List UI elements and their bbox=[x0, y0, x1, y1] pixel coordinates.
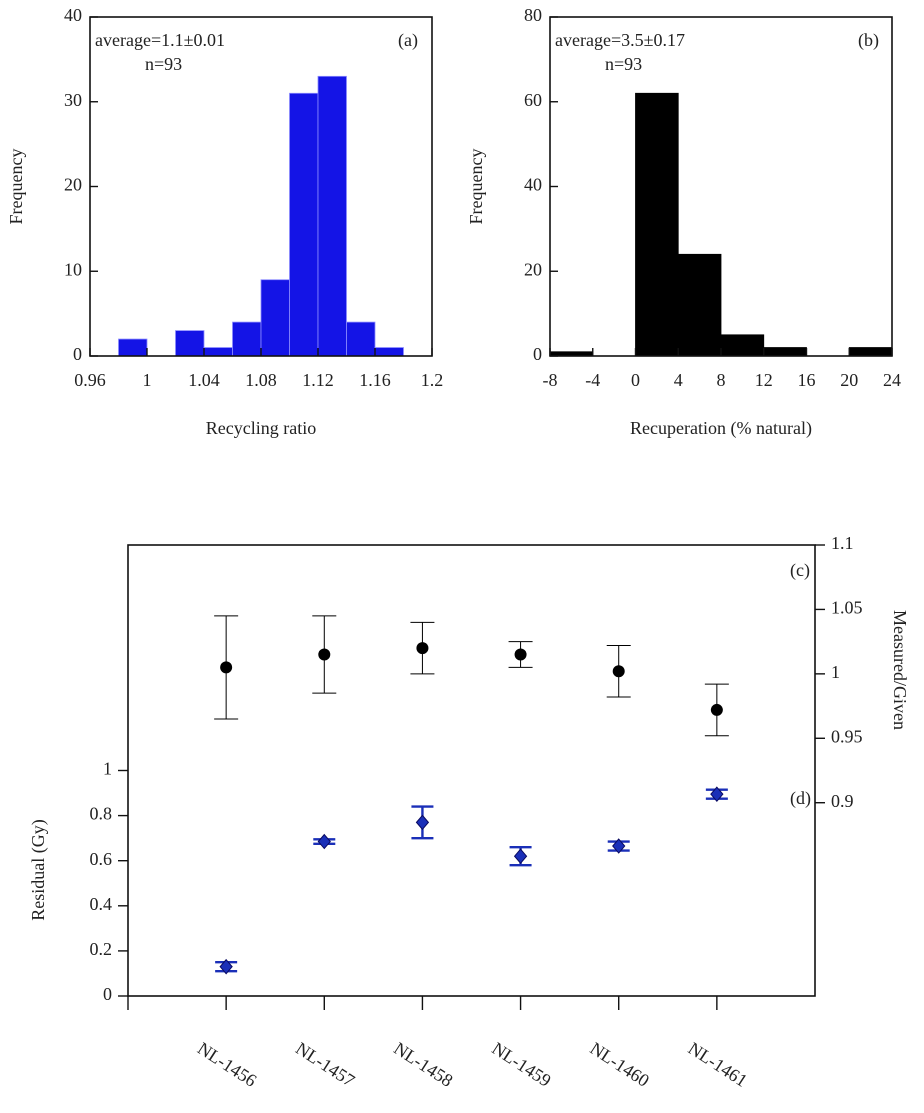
bar bbox=[374, 347, 404, 357]
x-tick-label: NL-1461 bbox=[685, 1038, 751, 1091]
bar bbox=[346, 321, 376, 357]
x-tick-label: -4 bbox=[585, 370, 600, 390]
x-tick-label: NL-1460 bbox=[587, 1038, 653, 1091]
x-tick-label: NL-1459 bbox=[488, 1038, 554, 1091]
plot-frame bbox=[127, 544, 816, 997]
y-tick-label: 0 bbox=[103, 984, 112, 1004]
x-tick-label: 16 bbox=[798, 370, 816, 390]
x-tick-label: 12 bbox=[755, 370, 773, 390]
x-tick-label: 0 bbox=[631, 370, 640, 390]
bar bbox=[763, 347, 807, 357]
x-axis-label: Recuperation (% natural) bbox=[630, 418, 812, 439]
y-tick-label: 60 bbox=[524, 90, 542, 110]
x-tick-label: 1.08 bbox=[245, 370, 277, 390]
x-tick-label: 8 bbox=[717, 370, 726, 390]
x-tick-label: 1 bbox=[143, 370, 152, 390]
y-tick-label: 40 bbox=[64, 5, 82, 25]
y2-tick-label: 0.9 bbox=[831, 791, 854, 811]
x-tick-label: 1.12 bbox=[302, 370, 334, 390]
y-axis-label: Frequency bbox=[6, 149, 26, 225]
marker bbox=[513, 848, 528, 864]
y-tick-label: 1 bbox=[103, 759, 112, 779]
annotation: average=1.1±0.01 bbox=[95, 30, 225, 50]
marker bbox=[318, 648, 331, 661]
marker bbox=[710, 703, 723, 716]
y2-tick-label: 0.95 bbox=[831, 726, 863, 746]
y-tick-label: 20 bbox=[64, 175, 82, 195]
y2-axis-label: Measured/Given bbox=[890, 610, 910, 730]
y-tick-label: 0.8 bbox=[90, 804, 113, 824]
x-tick-label: 20 bbox=[840, 370, 858, 390]
bar bbox=[289, 92, 319, 357]
annotation: (a) bbox=[398, 30, 418, 51]
x-tick-label: 1.2 bbox=[421, 370, 444, 390]
y2-tick-label: 1.05 bbox=[831, 598, 863, 618]
marker bbox=[220, 661, 233, 674]
bar bbox=[203, 347, 233, 357]
y-tick-label: 10 bbox=[64, 259, 82, 279]
x-tick-label: NL-1457 bbox=[292, 1038, 358, 1091]
bar bbox=[677, 253, 722, 357]
y-tick-label: 40 bbox=[524, 175, 542, 195]
y-tick-label: 0 bbox=[533, 344, 542, 364]
y-tick-label: 30 bbox=[64, 90, 82, 110]
marker bbox=[415, 814, 430, 831]
x-tick-label: 0.96 bbox=[74, 370, 106, 390]
y-tick-label: 20 bbox=[524, 259, 542, 279]
x-tick-label: NL-1456 bbox=[194, 1038, 260, 1091]
x-tick-label: 4 bbox=[674, 370, 683, 390]
x-tick-label: NL-1458 bbox=[390, 1038, 456, 1091]
marker bbox=[317, 833, 331, 850]
x-tick-label: 1.16 bbox=[359, 370, 391, 390]
annotation: (b) bbox=[858, 30, 879, 51]
bar bbox=[232, 321, 262, 357]
marker bbox=[514, 648, 527, 661]
annotation: (d) bbox=[790, 788, 811, 809]
marker bbox=[710, 786, 724, 802]
bar bbox=[848, 347, 893, 357]
y-tick-label: 0.4 bbox=[90, 894, 113, 914]
x-tick-label: 1.04 bbox=[188, 370, 220, 390]
annotation: n=93 bbox=[605, 54, 642, 74]
x-axis-label: Recycling ratio bbox=[206, 418, 316, 438]
y-axis-label: Residual (Gy) bbox=[28, 819, 49, 920]
y-tick-label: 0.2 bbox=[90, 939, 113, 959]
annotation: average=3.5±0.17 bbox=[555, 30, 685, 50]
marker bbox=[612, 665, 625, 678]
marker bbox=[219, 958, 233, 975]
bar bbox=[317, 75, 347, 357]
y-tick-label: 0 bbox=[73, 344, 82, 364]
bar bbox=[720, 334, 765, 357]
x-tick-label: -8 bbox=[543, 370, 558, 390]
annotation: (c) bbox=[790, 560, 810, 581]
marker bbox=[612, 838, 626, 854]
bar bbox=[635, 92, 679, 357]
marker bbox=[416, 642, 429, 655]
bar bbox=[260, 279, 290, 357]
y2-tick-label: 1 bbox=[831, 662, 840, 682]
y2-tick-label: 1.1 bbox=[831, 533, 854, 553]
bar bbox=[175, 330, 205, 357]
x-tick-label: 24 bbox=[883, 370, 901, 390]
annotation: n=93 bbox=[145, 54, 182, 74]
y-axis-label: Frequency bbox=[466, 149, 486, 225]
y-tick-label: 0.6 bbox=[90, 849, 113, 869]
bar bbox=[118, 338, 148, 357]
y-tick-label: 80 bbox=[524, 5, 542, 25]
